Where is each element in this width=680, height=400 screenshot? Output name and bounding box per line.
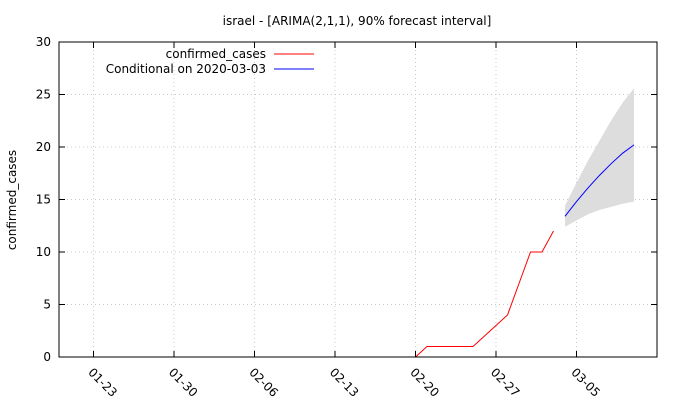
forecast-interval-layer xyxy=(565,88,634,227)
legend-label: Conditional on 2020-03-03 xyxy=(106,62,266,76)
y-tick-label: 20 xyxy=(36,140,51,154)
series-layer xyxy=(415,144,635,358)
y-tick-label: 30 xyxy=(36,35,51,49)
y-tick-label: 25 xyxy=(36,88,51,102)
y-tick-label: 5 xyxy=(43,298,51,312)
y-tick-label: 15 xyxy=(36,193,51,207)
grid xyxy=(59,42,657,357)
plot-frame xyxy=(58,41,658,358)
x-tick-label: 02-06 xyxy=(246,365,281,400)
confirmed-cases-line xyxy=(415,230,554,358)
forecast-interval-band xyxy=(565,88,634,227)
x-tick-label: 01-23 xyxy=(85,365,120,400)
x-tick-label: 01-30 xyxy=(166,365,201,400)
chart-title: israel - [ARIMA(2,1,1), 90% forecast int… xyxy=(223,14,492,28)
x-tick-label: 02-27 xyxy=(488,365,523,400)
plot-border xyxy=(58,41,658,358)
tick-labels: 0 5 10 15 20 25 30 01-23 01-30 02-06 02-13 02-20 02-… xyxy=(36,35,603,400)
y-axis-label: confirmed_cases xyxy=(5,150,19,250)
y-tick-label: 0 xyxy=(43,350,51,364)
x-tick-label: 02-20 xyxy=(407,365,442,400)
y-tick-label: 10 xyxy=(36,245,51,259)
x-tick-label: 03-05 xyxy=(568,365,603,400)
legend-label: confirmed_cases xyxy=(166,47,266,61)
x-tick-label: 02-13 xyxy=(327,365,362,400)
forecast-line xyxy=(564,144,635,217)
